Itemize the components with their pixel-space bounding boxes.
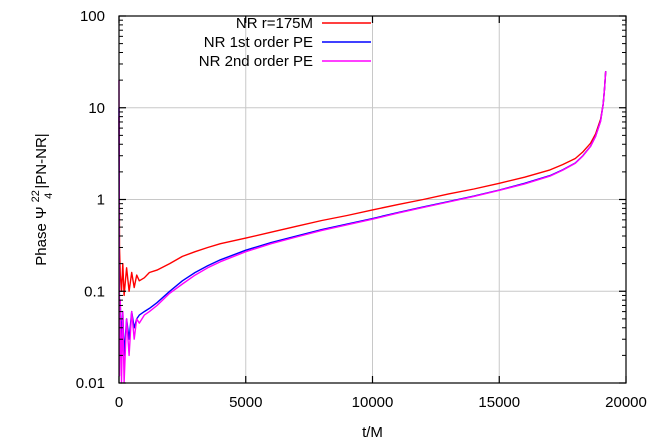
y-tick-label: 1 <box>97 192 105 209</box>
y-axis-title-tail: |PN-NR| <box>33 133 50 188</box>
legend: NR r=175M NR 1st order PE NR 2nd order PE <box>199 15 371 70</box>
y-axis-title-subscript: 4 <box>43 193 55 199</box>
series-line <box>118 71 607 384</box>
series-line <box>118 71 607 357</box>
series-lines <box>118 71 607 384</box>
x-tick-label: 0 <box>115 394 123 411</box>
y-tick-label: 10 <box>88 100 105 117</box>
legend-label: NR 1st order PE <box>204 34 313 51</box>
legend-label: NR 2nd order PE <box>199 53 313 70</box>
y-tick-label: 0.1 <box>84 283 105 300</box>
legend-label: NR r=175M <box>236 15 313 32</box>
y-tick-label: 100 <box>80 8 105 25</box>
x-tick-label: 15000 <box>478 394 520 411</box>
x-axis-title: t/M <box>362 424 383 441</box>
axis-ticks: 0 5000 10000 15000 20000 0.01 0.1 1 10 100 <box>76 8 647 411</box>
grid <box>119 16 626 383</box>
y-axis-title-superscript: 22 <box>30 190 42 202</box>
y-tick-label: 0.01 <box>76 375 105 392</box>
y-axis-title: Phase Ψ 22 4 |PN-NR| <box>26 133 56 265</box>
x-tick-label: 5000 <box>229 394 262 411</box>
y-axis-title-main: Phase Ψ <box>33 206 50 265</box>
x-tick-label: 20000 <box>605 394 647 411</box>
series-line <box>118 71 607 297</box>
x-tick-label: 10000 <box>352 394 394 411</box>
